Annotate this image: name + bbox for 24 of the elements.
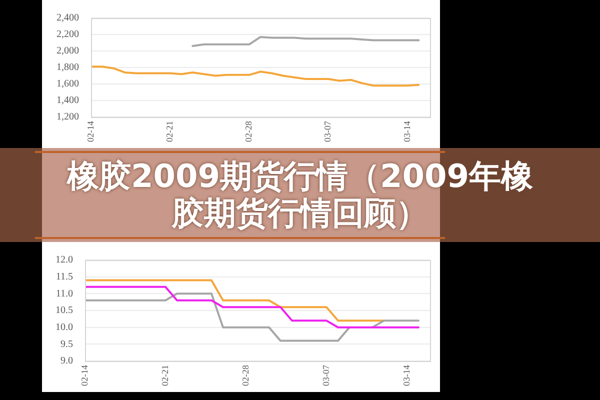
y-tick-label: 1,800 <box>56 62 79 74</box>
y-tick-label: 2,400 <box>56 12 79 24</box>
x-tick-label: 02-21 <box>164 121 174 142</box>
x-tick-label: 03-07 <box>320 364 331 386</box>
y-tick-label: 9.0 <box>60 356 73 367</box>
y-tick-label: 12.0 <box>56 254 73 266</box>
y-tick-label: 9.5 <box>60 338 73 350</box>
x-tick-label: 02-21 <box>160 365 170 386</box>
x-tick-label: 03-14 <box>401 364 412 386</box>
x-tick-label: 02-14 <box>85 120 96 142</box>
y-tick-label: 2,200 <box>56 29 79 40</box>
x-tick-label: 02-28 <box>240 364 250 386</box>
x-tick-label: 02-14 <box>79 364 90 386</box>
y-tick-label: 1,400 <box>56 95 79 106</box>
y-tick-label: 11.5 <box>56 271 73 282</box>
x-tick-label: 02-28 <box>244 120 254 142</box>
x-tick-label: 03-14 <box>402 120 412 142</box>
y-tick-label: 10.0 <box>56 322 73 333</box>
x-tick-label: 03-07 <box>322 120 333 142</box>
y-tick-label: 1,200 <box>56 112 79 123</box>
y-tick-label: 2,000 <box>56 46 79 57</box>
y-tick-label: 10.5 <box>56 305 73 316</box>
y-tick-label: 1,600 <box>56 78 79 90</box>
y-tick-label: 11.0 <box>56 288 73 300</box>
